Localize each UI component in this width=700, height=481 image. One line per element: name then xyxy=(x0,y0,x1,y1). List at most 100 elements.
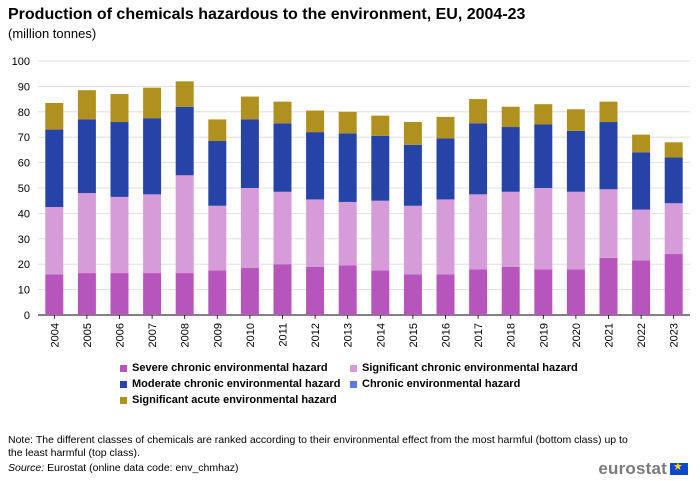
legend-item: Severe chronic environmental hazard xyxy=(120,362,328,374)
bar-segment xyxy=(599,257,618,315)
bar-segment xyxy=(501,127,520,192)
eu-flag-icon xyxy=(670,460,688,475)
x-tick-label: 2020 xyxy=(571,323,583,347)
bar-segment xyxy=(534,124,553,188)
x-tick-label: 2013 xyxy=(343,323,355,347)
bar-segment xyxy=(436,199,455,275)
bar-segment xyxy=(240,268,259,315)
bar-segment xyxy=(599,121,618,190)
bar-segment xyxy=(371,270,390,315)
bar-segment xyxy=(273,264,292,315)
x-tick-label: 2021 xyxy=(604,323,616,347)
bar-segment xyxy=(403,121,422,145)
x-tick-label: 2014 xyxy=(375,323,387,347)
x-tick-label: 2019 xyxy=(538,323,550,347)
legend-label: Severe chronic environmental hazard xyxy=(132,362,328,374)
legend-label: Moderate chronic environmental hazard xyxy=(132,378,341,390)
legend-swatch xyxy=(350,364,357,372)
y-tick-label: 90 xyxy=(18,81,30,93)
bar-segment xyxy=(469,123,488,195)
bar-segment xyxy=(143,273,162,315)
legend-label: Significant acute environmental hazard xyxy=(132,394,337,406)
bar-segment xyxy=(306,132,325,200)
bar-segment xyxy=(599,189,618,258)
source-line: Source: Eurostat (online data code: env_… xyxy=(8,462,239,474)
bar-segment xyxy=(632,152,651,210)
bar-segment xyxy=(273,101,292,124)
bar-segment xyxy=(534,188,553,270)
bar-segment xyxy=(469,269,488,315)
bar-segment xyxy=(338,265,357,315)
bar-segment xyxy=(208,141,227,206)
bar-segment xyxy=(403,144,422,206)
bar-segment xyxy=(664,203,683,255)
logo-text: eurostat xyxy=(598,459,667,478)
bar-segment xyxy=(566,269,585,315)
x-tick-label: 2006 xyxy=(115,323,127,347)
bar-segment xyxy=(632,209,651,261)
bar-segment xyxy=(110,273,129,315)
legend-label: Chronic environmental hazard xyxy=(362,378,521,390)
bar-segment xyxy=(240,119,259,188)
bar-segment xyxy=(175,175,194,274)
bar-segment xyxy=(306,110,325,133)
bar-segment xyxy=(599,101,618,122)
bar-segment xyxy=(338,111,357,134)
bar-segment xyxy=(208,205,227,271)
bar-segment xyxy=(77,90,96,120)
bar-segment xyxy=(436,116,455,139)
bar-segment xyxy=(45,129,64,208)
bar-segment xyxy=(664,142,683,158)
bar-segment xyxy=(371,115,390,136)
y-tick-label: 30 xyxy=(18,234,30,246)
eurostat-logo: eurostat xyxy=(598,459,688,479)
bar-segment xyxy=(110,94,129,122)
bar-segment xyxy=(436,138,455,200)
bar-segment xyxy=(338,133,357,202)
bar-segment xyxy=(175,106,194,176)
x-tick-label: 2022 xyxy=(636,323,648,347)
bar-segment xyxy=(371,135,390,201)
y-tick-label: 50 xyxy=(18,183,30,195)
bar-segment xyxy=(77,193,96,274)
bar-segment xyxy=(143,118,162,195)
y-tick-label: 0 xyxy=(24,310,30,322)
bar-segment xyxy=(501,191,520,267)
y-tick-label: 70 xyxy=(18,132,30,144)
bar-segment xyxy=(371,200,390,271)
legend-swatch xyxy=(120,380,127,388)
legend-swatch xyxy=(350,380,357,388)
x-tick-label: 2010 xyxy=(245,323,257,347)
bar-segment xyxy=(110,121,129,197)
x-tick-label: 2011 xyxy=(278,323,290,347)
bar-segment xyxy=(566,109,585,131)
bar-stacks xyxy=(45,81,683,315)
bar-segment xyxy=(240,188,259,269)
bar-segment xyxy=(436,274,455,315)
x-tick-label: 2004 xyxy=(49,323,61,347)
source-label: Source: xyxy=(8,462,45,474)
y-tick-label: 20 xyxy=(18,259,30,271)
bar-segment xyxy=(45,207,64,275)
bar-segment xyxy=(403,205,422,275)
bar-segment xyxy=(143,87,162,119)
bar-segment xyxy=(306,199,325,267)
legend-item: Chronic environmental hazard xyxy=(350,378,520,390)
bar-segment xyxy=(240,96,259,120)
legend-swatch xyxy=(120,396,127,404)
legend-item: Moderate chronic environmental hazard xyxy=(120,378,340,390)
x-tick-label: 2015 xyxy=(408,323,420,347)
legend-swatch xyxy=(120,364,127,372)
y-tick-label: 100 xyxy=(12,56,30,68)
bar-segment xyxy=(403,274,422,315)
grid-lines xyxy=(38,60,690,316)
bar-segment xyxy=(45,274,64,315)
bar-segment xyxy=(143,194,162,274)
bar-segment xyxy=(566,191,585,270)
y-tick-label: 10 xyxy=(18,285,30,297)
bar-segment xyxy=(534,104,553,125)
x-tick-label: 2005 xyxy=(82,323,94,347)
bar-segment xyxy=(338,201,357,266)
x-tick-label: 2017 xyxy=(473,323,485,347)
bar-segment xyxy=(175,81,194,107)
